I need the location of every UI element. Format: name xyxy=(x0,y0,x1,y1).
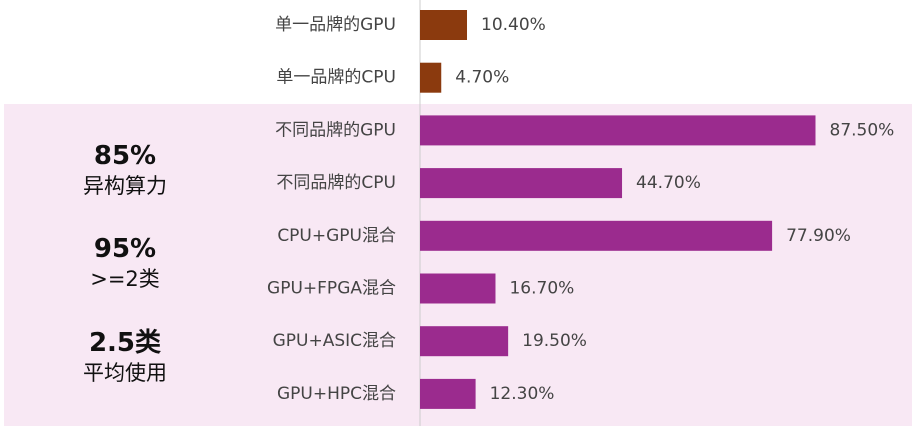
bar xyxy=(420,168,623,199)
category-label: 不同品牌的CPU xyxy=(276,173,396,193)
bar xyxy=(420,273,496,304)
bar xyxy=(420,115,816,146)
stat-label: 平均使用 xyxy=(83,361,167,385)
stat-label: 异构算力 xyxy=(83,174,167,198)
stat-value: 85% xyxy=(93,141,157,171)
value-label: 16.70% xyxy=(509,279,574,299)
category-label: 单一品牌的GPU xyxy=(275,15,396,35)
bar xyxy=(420,62,442,93)
bar xyxy=(420,378,476,409)
stat-value: 95% xyxy=(93,234,157,264)
value-label: 44.70% xyxy=(636,173,701,193)
category-label: 不同品牌的GPU xyxy=(275,120,396,140)
bar xyxy=(420,326,509,357)
stat-two-or-more-types: 95% >=2类 xyxy=(40,233,210,293)
value-label: 12.30% xyxy=(490,384,555,404)
category-label: GPU+ASIC混合 xyxy=(273,331,396,351)
value-label: 19.50% xyxy=(522,331,587,351)
category-label: CPU+GPU混合 xyxy=(277,226,396,246)
value-label: 10.40% xyxy=(481,15,546,35)
bar xyxy=(420,10,468,40)
category-label: 单一品牌的CPU xyxy=(276,68,396,88)
stat-average-usage: 2.5类 平均使用 xyxy=(40,327,210,387)
bar xyxy=(420,220,773,251)
stat-value: 2.5类 xyxy=(88,328,162,358)
value-label: 77.90% xyxy=(786,226,851,246)
category-label: GPU+FPGA混合 xyxy=(267,279,396,299)
highlight-panel xyxy=(4,104,912,426)
stat-label: >=2类 xyxy=(90,267,160,291)
category-label: GPU+HPC混合 xyxy=(277,384,396,404)
value-label: 4.70% xyxy=(455,68,509,88)
stat-heterogeneous-compute: 85% 异构算力 xyxy=(40,140,210,200)
value-label: 87.50% xyxy=(830,120,895,140)
